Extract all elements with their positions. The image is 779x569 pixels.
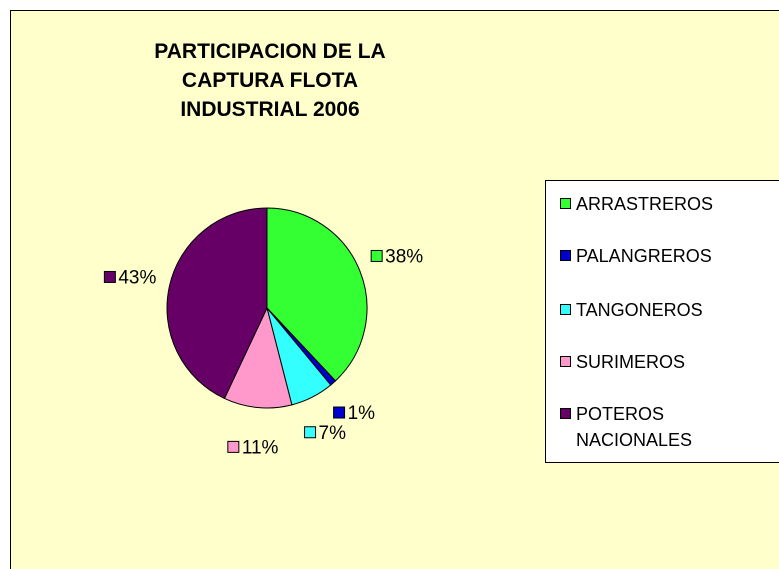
- pie-slice: [166, 207, 268, 400]
- data-label: 1%: [348, 403, 376, 424]
- legend-swatch: [560, 304, 571, 315]
- label-swatch: [333, 406, 346, 419]
- pie-slice: [266, 207, 368, 382]
- legend-swatch: [560, 356, 571, 367]
- data-label: 11%: [242, 437, 279, 458]
- legend-swatch: [560, 250, 571, 261]
- legend: ARRASTREROS PALANGREROS TANGONEROS SURIMERO…: [545, 180, 779, 463]
- data-label: 43%: [118, 267, 156, 288]
- legend-label: POTEROS NACIONALES: [576, 404, 693, 450]
- legend-label: ARRASTREROS: [576, 194, 714, 214]
- pie-slice: [223, 306, 293, 409]
- data-label: 38%: [385, 246, 423, 267]
- legend-entry: ARRASTREROS: [560, 191, 770, 217]
- chart-title: PARTICIPACION DE LA CAPTURA FLOTA INDUST…: [154, 40, 386, 121]
- label-swatch: [103, 270, 116, 283]
- legend-entry: TANGONEROS: [560, 297, 770, 323]
- label-swatch: [304, 426, 317, 439]
- label-swatch: [370, 249, 383, 262]
- legend-label: SURIMEROS: [576, 352, 686, 372]
- legend-swatch: [560, 408, 571, 419]
- label-swatch: [227, 440, 240, 453]
- data-label: 7%: [319, 423, 347, 444]
- legend-swatch: [560, 198, 571, 209]
- legend-label: TANGONEROS: [576, 300, 703, 320]
- legend-entry: POTEROS NACIONALES: [560, 401, 770, 453]
- legend-entry: SURIMEROS: [560, 349, 770, 375]
- legend-label: PALANGREROS: [576, 246, 712, 266]
- legend-entry: PALANGREROS: [560, 243, 770, 269]
